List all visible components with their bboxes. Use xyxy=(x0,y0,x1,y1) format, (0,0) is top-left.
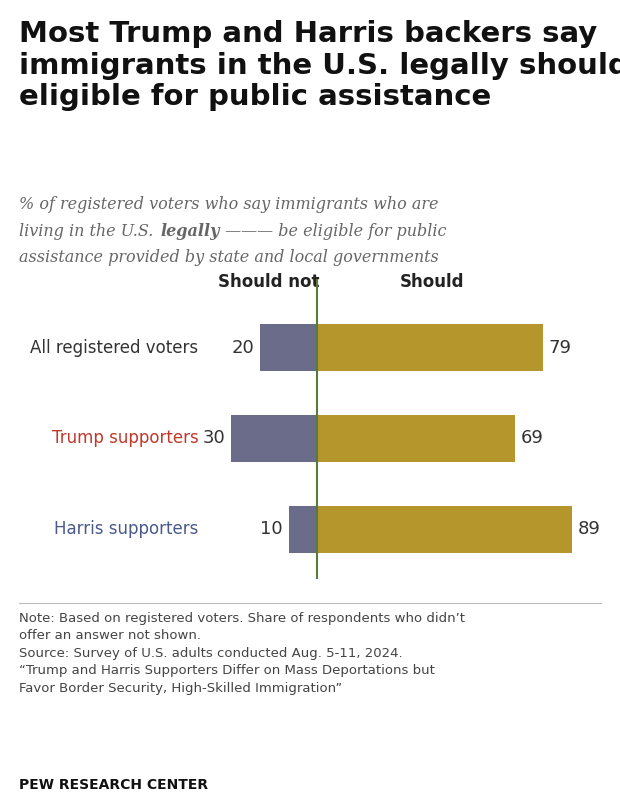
Text: ——— be eligible for public: ——— be eligible for public xyxy=(220,223,446,240)
Text: living in the U.S.: living in the U.S. xyxy=(19,223,158,240)
Text: % of registered voters who say immigrants who are: % of registered voters who say immigrant… xyxy=(19,196,438,213)
Text: 79: 79 xyxy=(549,339,572,356)
Text: All registered voters: All registered voters xyxy=(30,339,198,356)
Text: Should: Should xyxy=(399,273,464,292)
Text: 69: 69 xyxy=(520,429,543,447)
Text: 10: 10 xyxy=(260,520,283,538)
Bar xyxy=(260,324,317,371)
Text: Harris supporters: Harris supporters xyxy=(54,520,198,538)
Text: assistance provided by state and local governments: assistance provided by state and local g… xyxy=(19,249,438,266)
Text: PEW RESEARCH CENTER: PEW RESEARCH CENTER xyxy=(19,778,208,792)
Text: 20: 20 xyxy=(231,339,254,356)
Text: 30: 30 xyxy=(203,429,226,447)
Bar xyxy=(231,415,317,462)
Text: Should not: Should not xyxy=(218,273,319,292)
Text: legally: legally xyxy=(160,223,219,240)
Bar xyxy=(317,505,572,552)
Text: Trump supporters: Trump supporters xyxy=(51,429,198,447)
Text: Note: Based on registered voters. Share of respondents who didn’t
offer an answe: Note: Based on registered voters. Share … xyxy=(19,612,464,694)
Bar xyxy=(317,324,543,371)
Text: 89: 89 xyxy=(578,520,600,538)
Bar xyxy=(288,505,317,552)
Text: Most Trump and Harris backers say
immigrants in the U.S. legally should be
eligi: Most Trump and Harris backers say immigr… xyxy=(19,20,620,111)
Bar xyxy=(317,415,515,462)
